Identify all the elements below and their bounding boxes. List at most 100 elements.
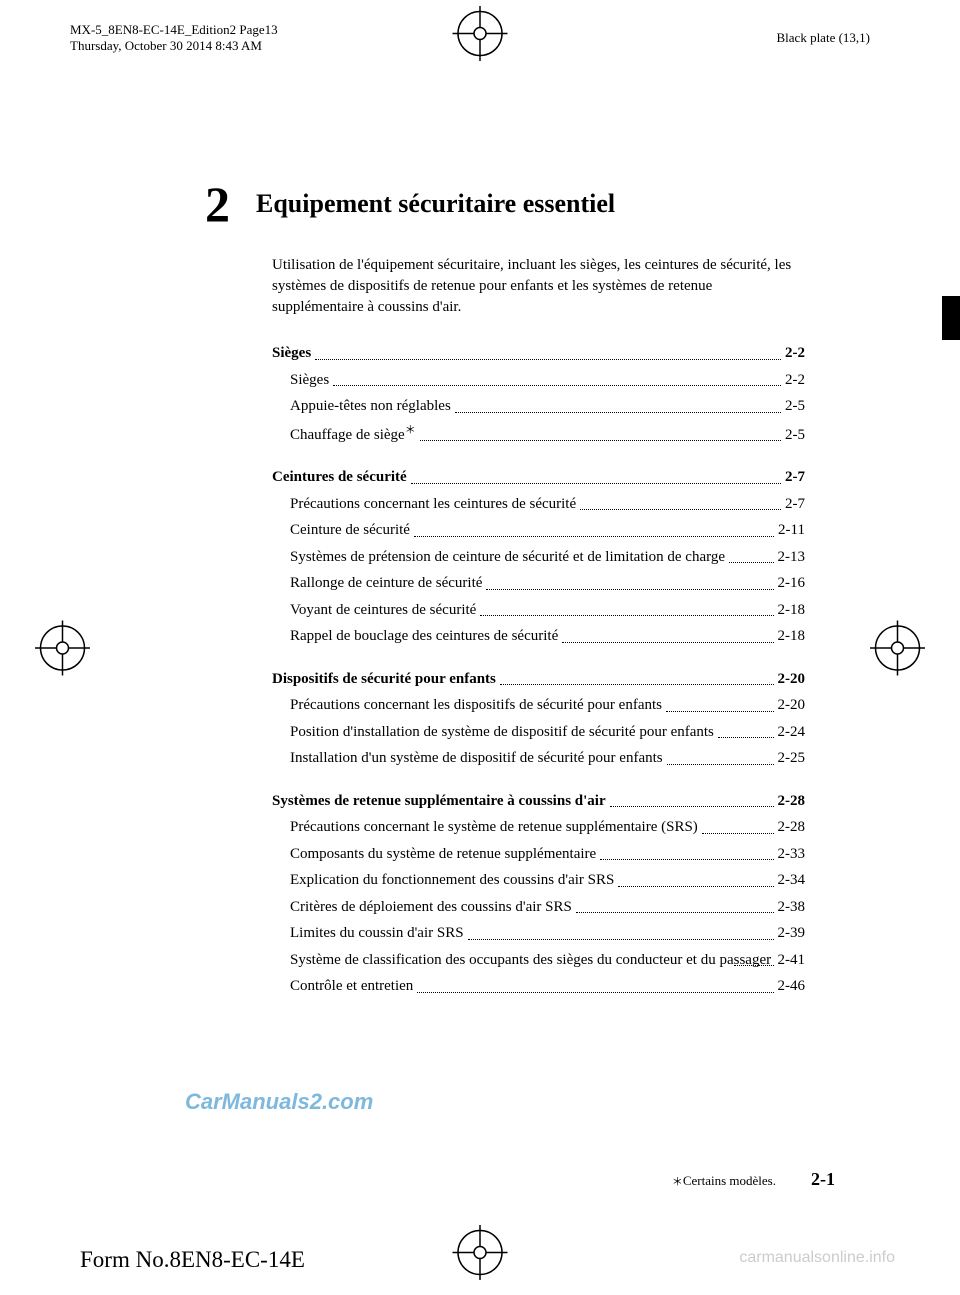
toc-dots — [610, 806, 774, 807]
toc-heading: Sièges 2-2 — [272, 342, 805, 365]
toc-heading-label: Ceintures de sécurité — [272, 466, 407, 489]
header-line1: MX-5_8EN8-EC-14E_Edition2 Page13 — [70, 22, 278, 38]
toc-item: Sièges 2-2 — [272, 369, 805, 392]
toc-heading-page: 2-28 — [778, 790, 806, 813]
toc-dots — [562, 642, 773, 643]
form-number: Form No.8EN8-EC-14E — [80, 1247, 305, 1273]
toc-item-page: 2-11 — [778, 519, 805, 542]
footnote-star-icon: ＊ — [672, 1173, 683, 1189]
toc-item: Explication du fonctionnement des coussi… — [272, 869, 805, 892]
toc-item-page: 2-28 — [778, 816, 806, 839]
toc-item-label: Position d'installation de système de di… — [290, 721, 714, 744]
toc-item-page: 2-38 — [778, 896, 806, 919]
toc-item-label: Installation d'un système de dispositif … — [290, 747, 663, 770]
toc-item-page: 2-46 — [778, 975, 806, 998]
toc-item-label: Systèmes de prétension de ceinture de sé… — [290, 546, 725, 569]
toc-item-page: 2-33 — [778, 843, 806, 866]
toc-item-label: Voyant de ceintures de sécurité — [290, 599, 476, 622]
toc-item-page: 2-18 — [778, 625, 806, 648]
toc-item: Rappel de bouclage des ceintures de sécu… — [272, 625, 805, 648]
table-of-contents: Sièges 2-2Sièges 2-2Appuie-têtes non rég… — [272, 342, 805, 998]
toc-dots — [468, 939, 774, 940]
toc-item-page: 2-20 — [778, 694, 806, 717]
toc-item-page: 2-18 — [778, 599, 806, 622]
header-meta: MX-5_8EN8-EC-14E_Edition2 Page13 Thursda… — [70, 22, 278, 53]
toc-item-label: Précautions concernant les ceintures de … — [290, 493, 576, 516]
section-tab — [942, 296, 960, 340]
toc-dots — [480, 615, 773, 616]
toc-item-page: 2-34 — [778, 869, 806, 892]
chapter-number: 2 — [205, 175, 230, 233]
toc-item: Rallonge de ceinture de sécurité 2-16 — [272, 572, 805, 595]
toc-dots — [486, 589, 773, 590]
toc-dots — [411, 483, 781, 484]
chapter-header: 2 Equipement sécuritaire essentiel — [205, 175, 805, 233]
toc-dots — [667, 764, 774, 765]
toc-item-label: Composants du système de retenue supplém… — [290, 843, 596, 866]
toc-item-page: 2-5 — [785, 395, 805, 418]
toc-heading: Systèmes de retenue supplémentaire à cou… — [272, 790, 805, 813]
toc-heading-page: 2-2 — [785, 342, 805, 365]
toc-dots — [734, 965, 774, 966]
toc-item: Précautions concernant les dispositifs d… — [272, 694, 805, 717]
registration-mark-bottom-icon — [453, 1225, 508, 1280]
toc-item-label: Précautions concernant le système de ret… — [290, 816, 698, 839]
toc-heading: Ceintures de sécurité 2-7 — [272, 466, 805, 489]
toc-item-page: 2-7 — [785, 493, 805, 516]
toc-dots — [718, 737, 774, 738]
toc-item: Systèmes de prétension de ceinture de sé… — [272, 546, 805, 569]
toc-dots — [500, 684, 774, 685]
toc-item-label: Rallonge de ceinture de sécurité — [290, 572, 482, 595]
toc-item-label: Système de classification des occupants … — [290, 949, 730, 972]
toc-dots — [580, 509, 781, 510]
toc-section: Ceintures de sécurité 2-7 Précautions con… — [272, 466, 805, 648]
toc-item-label: Explication du fonctionnement des coussi… — [290, 869, 614, 892]
toc-item: Précautions concernant les ceintures de … — [272, 493, 805, 516]
toc-dots — [414, 536, 774, 537]
toc-item-page: 2-41 — [778, 949, 806, 972]
registration-mark-left-icon — [35, 620, 90, 675]
toc-item-page: 2-39 — [778, 922, 806, 945]
toc-dots — [417, 992, 773, 993]
toc-heading-page: 2-20 — [778, 668, 806, 691]
toc-section: Dispositifs de sécurité pour enfants 2-2… — [272, 668, 805, 770]
toc-item-label: Sièges — [290, 369, 329, 392]
toc-item-page: 2-13 — [778, 546, 806, 569]
toc-section: Sièges 2-2Sièges 2-2Appuie-têtes non rég… — [272, 342, 805, 446]
toc-item: Voyant de ceintures de sécurité 2-18 — [272, 599, 805, 622]
toc-item-page: 2-2 — [785, 369, 805, 392]
toc-heading-label: Systèmes de retenue supplémentaire à cou… — [272, 790, 606, 813]
toc-item-label: Rappel de bouclage des ceintures de sécu… — [290, 625, 558, 648]
toc-item-page: 2-24 — [778, 721, 806, 744]
toc-heading: Dispositifs de sécurité pour enfants 2-2… — [272, 668, 805, 691]
toc-item-label: Précautions concernant les dispositifs d… — [290, 694, 662, 717]
footnote-row: ＊ Certains modèles. 2-1 — [672, 1169, 835, 1190]
header-line2: Thursday, October 30 2014 8:43 AM — [70, 38, 278, 54]
toc-item-page: 2-5 — [785, 424, 805, 447]
toc-dots — [666, 711, 774, 712]
toc-item-label: Ceinture de sécurité — [290, 519, 410, 542]
toc-heading-label: Dispositifs de sécurité pour enfants — [272, 668, 496, 691]
star-icon: ＊ — [405, 424, 416, 436]
toc-heading-page: 2-7 — [785, 466, 805, 489]
registration-mark-right-icon — [870, 620, 925, 675]
toc-section: Systèmes de retenue supplémentaire à cou… — [272, 790, 805, 998]
toc-item-label: Limites du coussin d'air SRS — [290, 922, 464, 945]
toc-dots — [315, 359, 781, 360]
footnote-text: Certains modèles. — [683, 1173, 776, 1189]
toc-item: Limites du coussin d'air SRS 2-39 — [272, 922, 805, 945]
toc-dots — [702, 833, 774, 834]
registration-mark-top-icon — [453, 6, 508, 61]
toc-item: Système de classification des occupants … — [272, 949, 805, 972]
toc-item: Critères de déploiement des coussins d'a… — [272, 896, 805, 919]
toc-dots — [333, 385, 781, 386]
watermark-carmanualsonline: carmanualsonline.info — [739, 1249, 895, 1267]
toc-dots — [455, 412, 781, 413]
toc-item-label: Contrôle et entretien — [290, 975, 413, 998]
toc-item: Précautions concernant le système de ret… — [272, 816, 805, 839]
chapter-title: Equipement sécuritaire essentiel — [256, 189, 615, 219]
content-area: 2 Equipement sécuritaire essentiel Utili… — [205, 175, 805, 1018]
toc-item: Composants du système de retenue supplém… — [272, 843, 805, 866]
toc-item-page: 2-25 — [778, 747, 806, 770]
toc-dots — [576, 912, 774, 913]
